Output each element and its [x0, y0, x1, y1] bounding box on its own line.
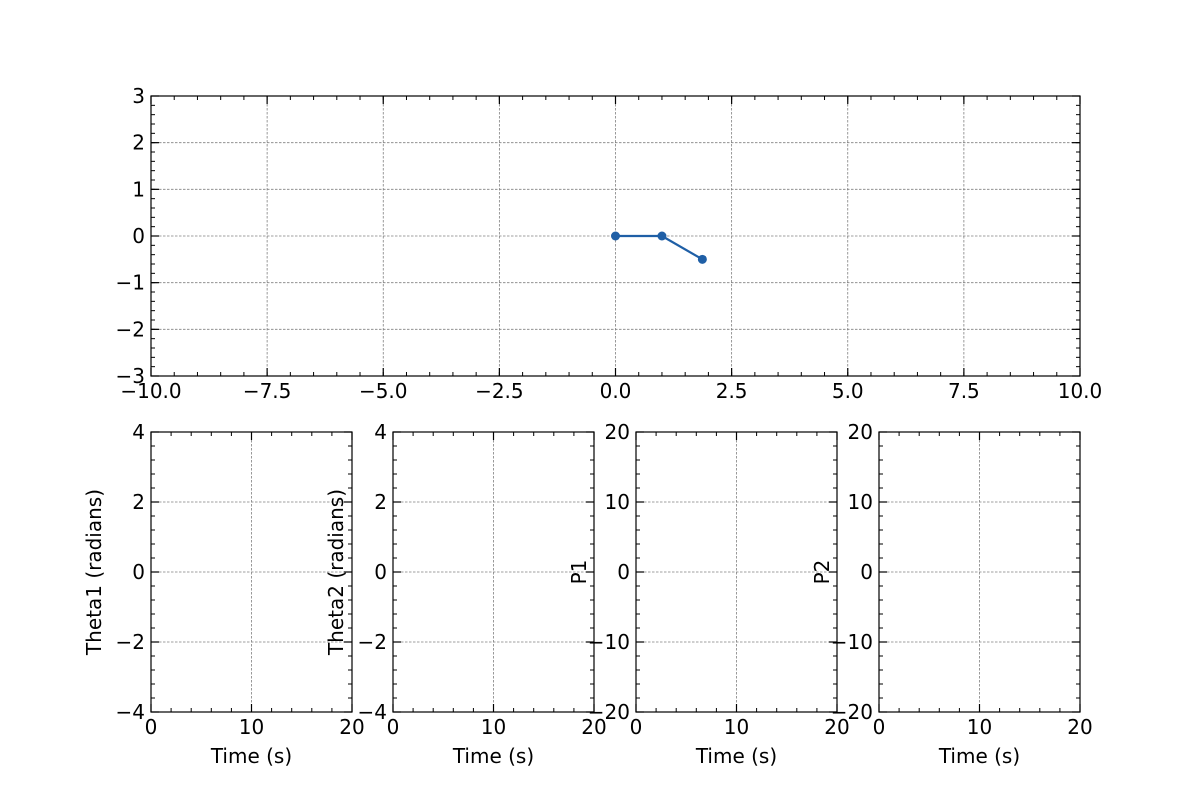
plot-frame [150, 95, 1081, 377]
x-tick-label: 0 [873, 715, 886, 739]
y-tick-label: 2 [132, 490, 145, 514]
y-tick-label: −2 [358, 630, 387, 654]
y-tick-label: 10 [605, 490, 630, 514]
x-tick-label: 10 [239, 715, 264, 739]
y-tick-label: −3 [116, 364, 145, 388]
x-tick-label: 0 [630, 715, 643, 739]
x-tick-label: −2.5 [475, 379, 524, 403]
series-point [657, 231, 667, 241]
y-axis-label: Theta2 (radians) [324, 489, 348, 656]
series-point [697, 254, 707, 264]
y-tick-label: −20 [831, 700, 873, 724]
y-axis-label: P1 [567, 560, 591, 585]
y-axis-label: P2 [810, 560, 834, 585]
y-tick-label: −2 [116, 317, 145, 341]
y-tick-label: 3 [132, 84, 145, 108]
y-tick-label: 4 [132, 420, 145, 444]
y-tick-label: 2 [374, 490, 387, 514]
x-tick-label: 0.0 [600, 379, 632, 403]
y-tick-label: 20 [848, 420, 873, 444]
x-axis-label: Time (s) [695, 744, 777, 768]
x-tick-label: 0 [145, 715, 158, 739]
y-tick-label: 4 [374, 420, 387, 444]
y-tick-label: 0 [132, 560, 145, 584]
x-tick-label: 20 [339, 715, 364, 739]
y-tick-label: −4 [116, 700, 145, 724]
y-tick-label: −1 [116, 271, 145, 295]
y-tick-label: 20 [605, 420, 630, 444]
x-tick-label: 20 [1067, 715, 1092, 739]
chart-theta1: 0 10 20 −4 −2 0 2 4 Time (s) Theta1 (radians) [82, 420, 365, 768]
series-point [611, 231, 620, 241]
chart-pendulum: −10.0 −7.5 −5.0 −2.5 0.0 2.5 5.0 7.5 10.0 −3 −2 −1 0… [116, 84, 1103, 403]
plot-frame [878, 431, 1081, 713]
y-tick-label: 1 [132, 177, 145, 201]
y-tick-label: 10 [848, 490, 873, 514]
x-tick-label: 10 [481, 715, 506, 739]
x-tick-label: 10.0 [1058, 379, 1103, 403]
x-tick-label: 7.5 [948, 379, 980, 403]
x-tick-label: 20 [824, 715, 849, 739]
x-tick-label: 2.5 [716, 379, 748, 403]
y-axis-label: Theta1 (radians) [82, 489, 106, 656]
x-tick-label: 5.0 [832, 379, 864, 403]
x-tick-label: −5.0 [359, 379, 408, 403]
y-tick-label: −10 [588, 630, 630, 654]
y-tick-label: −10 [831, 630, 873, 654]
y-tick-label: 0 [860, 560, 873, 584]
x-tick-label: −10.0 [120, 379, 181, 403]
y-tick-label: −2 [116, 630, 145, 654]
x-tick-label: 0 [387, 715, 400, 739]
x-tick-label: −7.5 [243, 379, 292, 403]
x-tick-label: 10 [724, 715, 749, 739]
plot-frame [635, 431, 838, 713]
y-tick-label: 0 [374, 560, 387, 584]
y-tick-label: −4 [358, 700, 387, 724]
x-axis-label: Time (s) [452, 744, 534, 768]
plot-frame [392, 431, 595, 713]
x-axis-label: Time (s) [938, 744, 1020, 768]
y-tick-label: 2 [132, 131, 145, 155]
x-axis-label: Time (s) [210, 744, 292, 768]
plot-frame [150, 431, 353, 713]
y-tick-label: 0 [617, 560, 630, 584]
y-tick-label: −20 [588, 700, 630, 724]
y-tick-label: 0 [132, 224, 145, 248]
x-tick-label: 20 [581, 715, 606, 739]
x-tick-label: 10 [967, 715, 992, 739]
